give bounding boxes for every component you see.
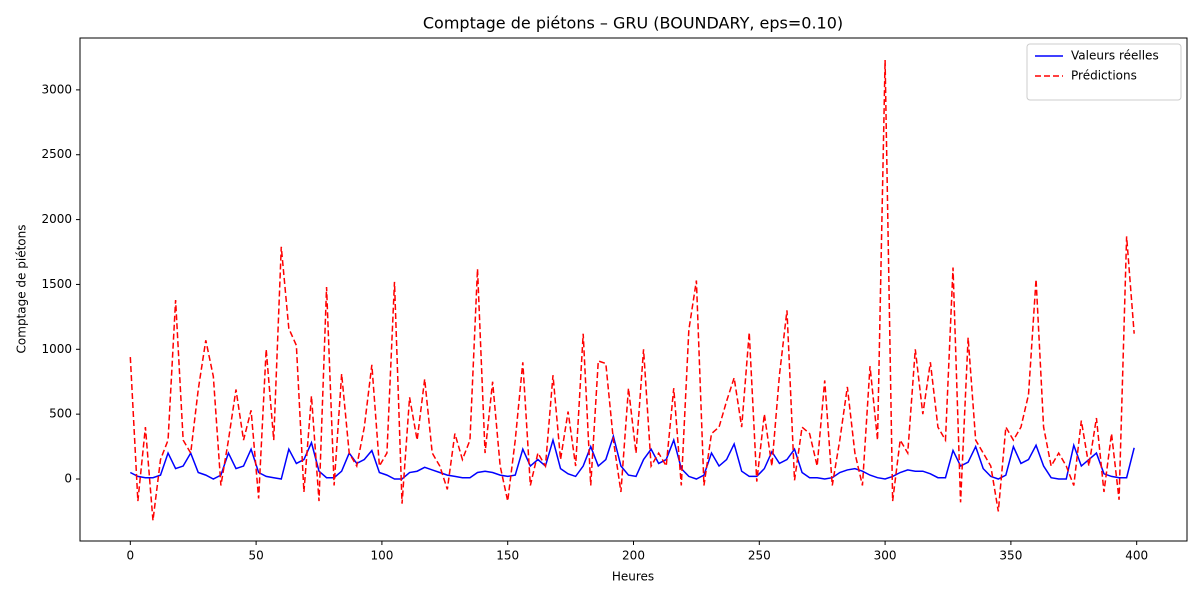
x-tick-label: 200 <box>622 549 645 563</box>
chart-title: Comptage de piétons – GRU (BOUNDARY, eps… <box>423 14 843 33</box>
y-tick-label: 1000 <box>41 342 72 356</box>
x-tick-label: 250 <box>748 549 771 563</box>
x-tick-label: 150 <box>496 549 519 563</box>
series-line <box>129 433 1135 480</box>
x-tick-label: 400 <box>1125 549 1148 563</box>
y-tick-label: 500 <box>49 407 72 421</box>
x-axis-label: Heures <box>612 570 654 584</box>
y-tick-label: 3000 <box>41 82 72 96</box>
y-tick-label: 0 <box>64 472 72 486</box>
series-line <box>129 60 1135 521</box>
x-tick-label: 300 <box>874 549 897 563</box>
y-tick-label: 2000 <box>41 212 72 226</box>
x-tick-label: 50 <box>248 549 263 563</box>
x-tick-label: 0 <box>126 549 134 563</box>
legend-box <box>1026 43 1182 101</box>
legend-label: Valeurs réelles <box>1071 49 1159 63</box>
x-tick-label: 350 <box>999 549 1022 563</box>
y-tick-label: 1500 <box>41 277 72 291</box>
y-tick-label: 2500 <box>41 147 72 161</box>
legend-label: Prédictions <box>1071 69 1137 83</box>
plot-frame <box>79 37 1188 542</box>
x-tick-label: 100 <box>370 549 393 563</box>
y-axis-label: Comptage de piétons <box>15 225 29 354</box>
